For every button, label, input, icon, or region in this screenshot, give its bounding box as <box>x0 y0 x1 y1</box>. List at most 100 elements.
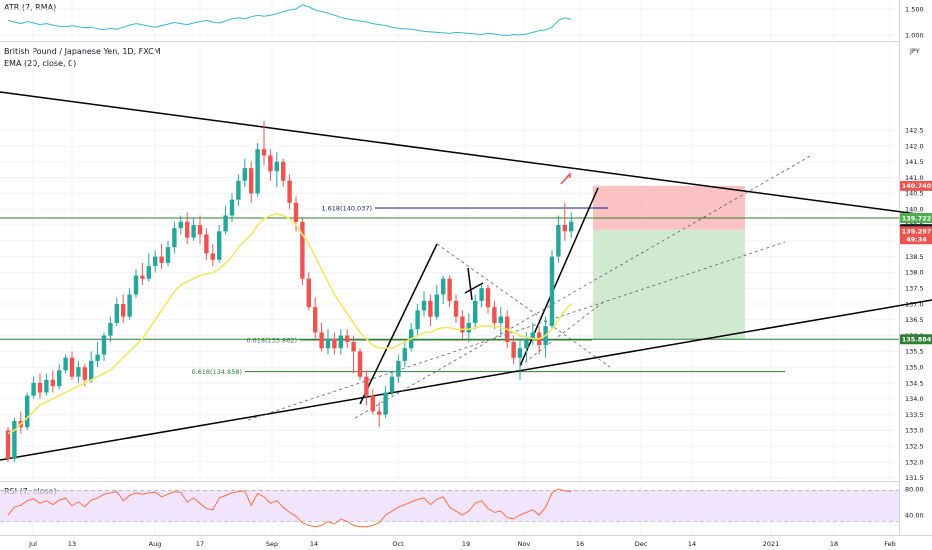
candle-body <box>293 202 299 222</box>
candle-body <box>69 357 75 377</box>
y-tick-label: 137.0 <box>905 300 924 308</box>
candle-body <box>268 155 273 172</box>
candle-body <box>204 234 209 254</box>
candle-body <box>25 395 30 428</box>
fib-label-2: 0.618(134.858) <box>191 368 242 376</box>
candle-body <box>306 278 311 308</box>
main-legend: British Pound / Japanese Yen, 1D, FXCM <box>4 47 161 56</box>
rsi-tick-label: 80.00 <box>905 485 924 493</box>
candle-body <box>236 180 241 200</box>
fib-label-1: 0.618(135.862) <box>246 336 297 344</box>
price-tag-label: 49:34 <box>906 236 927 244</box>
candle-body <box>383 392 388 415</box>
candle-body <box>37 383 43 393</box>
x-tick-label: 18 <box>830 540 838 548</box>
candle-body <box>473 300 478 323</box>
candle-body <box>57 370 62 387</box>
rsi-band <box>0 490 899 522</box>
candle-body <box>249 168 254 194</box>
y-tick-label: 133.0 <box>905 427 924 435</box>
x-tick-label: Nov <box>518 540 531 548</box>
y-tick-label: 140.5 <box>905 190 924 198</box>
candle-body <box>549 256 555 327</box>
candle-body <box>319 332 324 349</box>
candle-body <box>191 225 196 238</box>
price-tag <box>900 180 932 191</box>
candle-body <box>332 338 337 349</box>
y-tick-label: 132.5 <box>905 443 924 451</box>
candle-body <box>421 300 427 311</box>
x-tick-label: Oct <box>392 540 404 548</box>
candle-body <box>76 367 81 377</box>
price-tag-label: 135.884 <box>902 336 932 344</box>
candle-body <box>210 253 215 260</box>
candle-body <box>517 348 523 358</box>
y-tick-label: 140.0 <box>905 206 924 214</box>
candle-body <box>50 379 55 387</box>
candle-body <box>261 149 267 156</box>
ema <box>7 213 572 435</box>
take-profit-zone <box>593 229 745 340</box>
y-tick-label: 141.0 <box>905 174 924 182</box>
price-tag <box>900 334 932 345</box>
y-tick-label: 138.0 <box>905 269 924 277</box>
candle-body <box>153 256 158 267</box>
candle-body <box>524 338 529 349</box>
dashed-channel-2 <box>354 154 813 419</box>
upper-trendline <box>0 91 932 217</box>
candle-body <box>460 316 465 333</box>
rsi-line <box>7 488 572 528</box>
atr-tick-label: 1.000 <box>905 31 924 39</box>
y-tick-label: 135.5 <box>905 348 924 356</box>
impulse-leg-1 <box>359 243 438 405</box>
x-tick-label: Dec <box>635 540 648 548</box>
y-tick-label: 136.5 <box>905 316 924 324</box>
fib-label-0: 1.618(140.037) <box>321 204 372 212</box>
candle-body <box>479 288 484 301</box>
candle-body <box>287 180 292 203</box>
currency-label: JPY <box>909 47 920 55</box>
candle-body <box>165 247 171 263</box>
candle-body <box>313 307 318 333</box>
candle-body <box>345 335 350 342</box>
dashed-channel-1 <box>247 241 786 421</box>
candle-body <box>44 379 49 393</box>
candle-body <box>101 335 107 355</box>
price-tag <box>900 226 932 237</box>
candle-body <box>159 256 164 263</box>
x-tick-label: Sep <box>266 540 278 548</box>
x-tick-label: Feb <box>884 540 896 548</box>
candle-body <box>441 278 446 295</box>
candle-body <box>108 322 113 336</box>
y-tick-label: 141.5 <box>905 158 924 166</box>
candle-body <box>281 161 286 181</box>
candle-body <box>357 351 363 377</box>
price-tag <box>900 234 932 245</box>
candle-body <box>223 215 228 232</box>
y-tick-label: 137.5 <box>905 285 924 293</box>
y-tick-label: 134.5 <box>905 379 924 387</box>
price-tag-label: 139.297 <box>902 228 932 236</box>
candle-body <box>377 411 382 415</box>
candle-body <box>434 294 439 317</box>
ema-line <box>7 213 572 435</box>
x-tick-label: 17 <box>196 540 204 548</box>
rsi-tick-label: 40.00 <box>905 511 924 519</box>
candle-body <box>217 231 222 260</box>
candle-body <box>114 304 119 323</box>
drawings <box>0 91 932 461</box>
price-tag-label: 140.740 <box>902 182 932 190</box>
candle-body <box>556 225 561 257</box>
candle-body <box>146 266 151 279</box>
candle-body <box>121 304 126 317</box>
dashed-projection-2 <box>519 299 607 367</box>
y-tick-label: 133.5 <box>905 411 924 419</box>
x-tick-label: Aug <box>149 540 162 548</box>
y-tick-label: 142.5 <box>905 127 924 135</box>
x-tick-label: 16 <box>576 540 584 548</box>
candle-body <box>178 221 183 229</box>
candle-body <box>242 168 247 181</box>
stop-marker <box>560 172 571 185</box>
candle-body <box>31 383 36 396</box>
